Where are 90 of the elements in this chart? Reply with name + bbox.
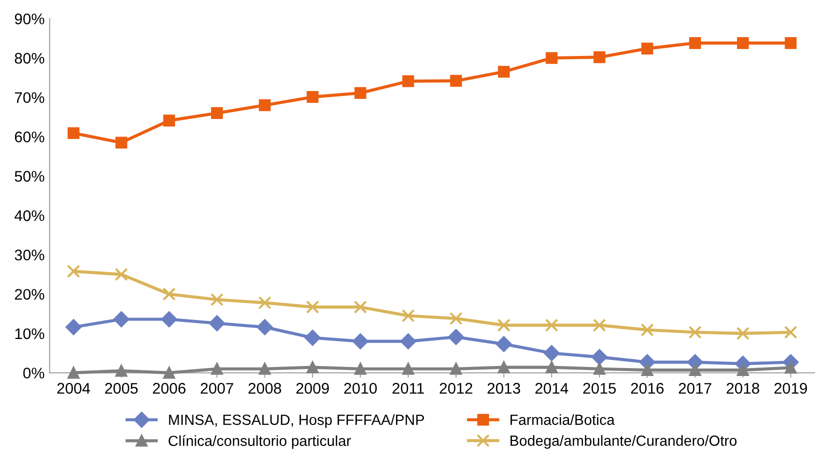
x-tick-label: 2007 [200,382,234,394]
x-tick-label: 2017 [678,382,712,394]
point [113,311,130,328]
x-tick-label: 2014 [535,382,568,394]
point [66,264,80,278]
y-tick-label: 60% [14,132,44,142]
legend-label: MINSA, ESSALUD, Hosp FFFFAA/PNP [169,414,424,428]
point [163,114,176,126]
point [256,319,273,336]
point [354,300,367,314]
x-tick-label: 2008 [248,382,282,394]
point [354,87,366,99]
point [354,362,366,375]
point [448,329,464,345]
point [450,362,462,375]
x-tick-label: 2004 [57,382,90,394]
point [161,311,178,328]
point [496,336,512,352]
point [736,364,749,376]
x-tick-label: 2012 [440,382,472,394]
point [115,364,128,377]
x-tick-label: 2013 [488,382,520,394]
point [594,362,606,375]
point [592,318,606,332]
point [450,74,462,87]
point [402,75,414,88]
y-tick-label: 90% [14,14,44,24]
point [784,326,798,339]
point [736,37,749,49]
point [689,364,701,376]
point [211,107,223,119]
x-tick-label: 2016 [631,382,664,394]
y-tick-label: 80% [14,52,44,64]
x-tick-label: 2010 [344,382,377,394]
point [640,323,654,337]
legend-label: Clínica/consultorio particular [168,435,351,449]
point [736,326,750,340]
point [400,333,416,350]
point [546,361,558,374]
y-tick-label: 30% [14,250,44,260]
x-tick-label: 2018 [726,382,760,394]
point [162,287,176,301]
y-tick-label: 70% [14,92,44,104]
point [211,362,223,375]
point [352,333,368,350]
x-tick-label: 2009 [296,382,329,394]
y-tick-label: 10% [15,328,44,340]
point [497,318,510,332]
y-tick-label: 20% [14,288,44,300]
point [209,315,225,332]
point [210,293,224,306]
point [68,366,80,379]
y-tick-label: 0% [23,368,44,378]
point [114,268,128,282]
point [68,127,80,140]
point [545,318,558,332]
point [641,364,654,376]
x-tick-label: 2019 [774,382,807,394]
point [306,300,320,314]
x-tick-label: 2006 [152,382,186,394]
point [784,37,797,49]
point [594,51,606,64]
point [784,362,797,374]
point [641,42,654,54]
point [402,362,414,375]
legend-label: Bodega/ambulante/Curandero/Otro [510,435,737,449]
point [544,345,560,362]
point [258,362,271,375]
point [546,52,558,64]
point [306,361,318,374]
legend-label: Farmacia/Botica [510,414,615,425]
point [258,99,271,112]
point [498,66,510,78]
point [592,349,608,365]
x-tick-label: 2005 [105,382,138,394]
point [689,37,701,49]
point [258,296,272,310]
point [306,91,318,103]
point [498,361,510,374]
point [402,309,415,322]
point [449,312,463,326]
y-tick-label: 50% [14,170,44,182]
point [115,136,128,148]
y-tick-label: 40% [14,210,44,222]
x-tick-label: 2011 [392,382,424,394]
point [66,319,82,336]
point [304,330,320,346]
point [163,366,176,379]
x-tick-label: 2015 [583,382,616,394]
point [688,326,702,339]
